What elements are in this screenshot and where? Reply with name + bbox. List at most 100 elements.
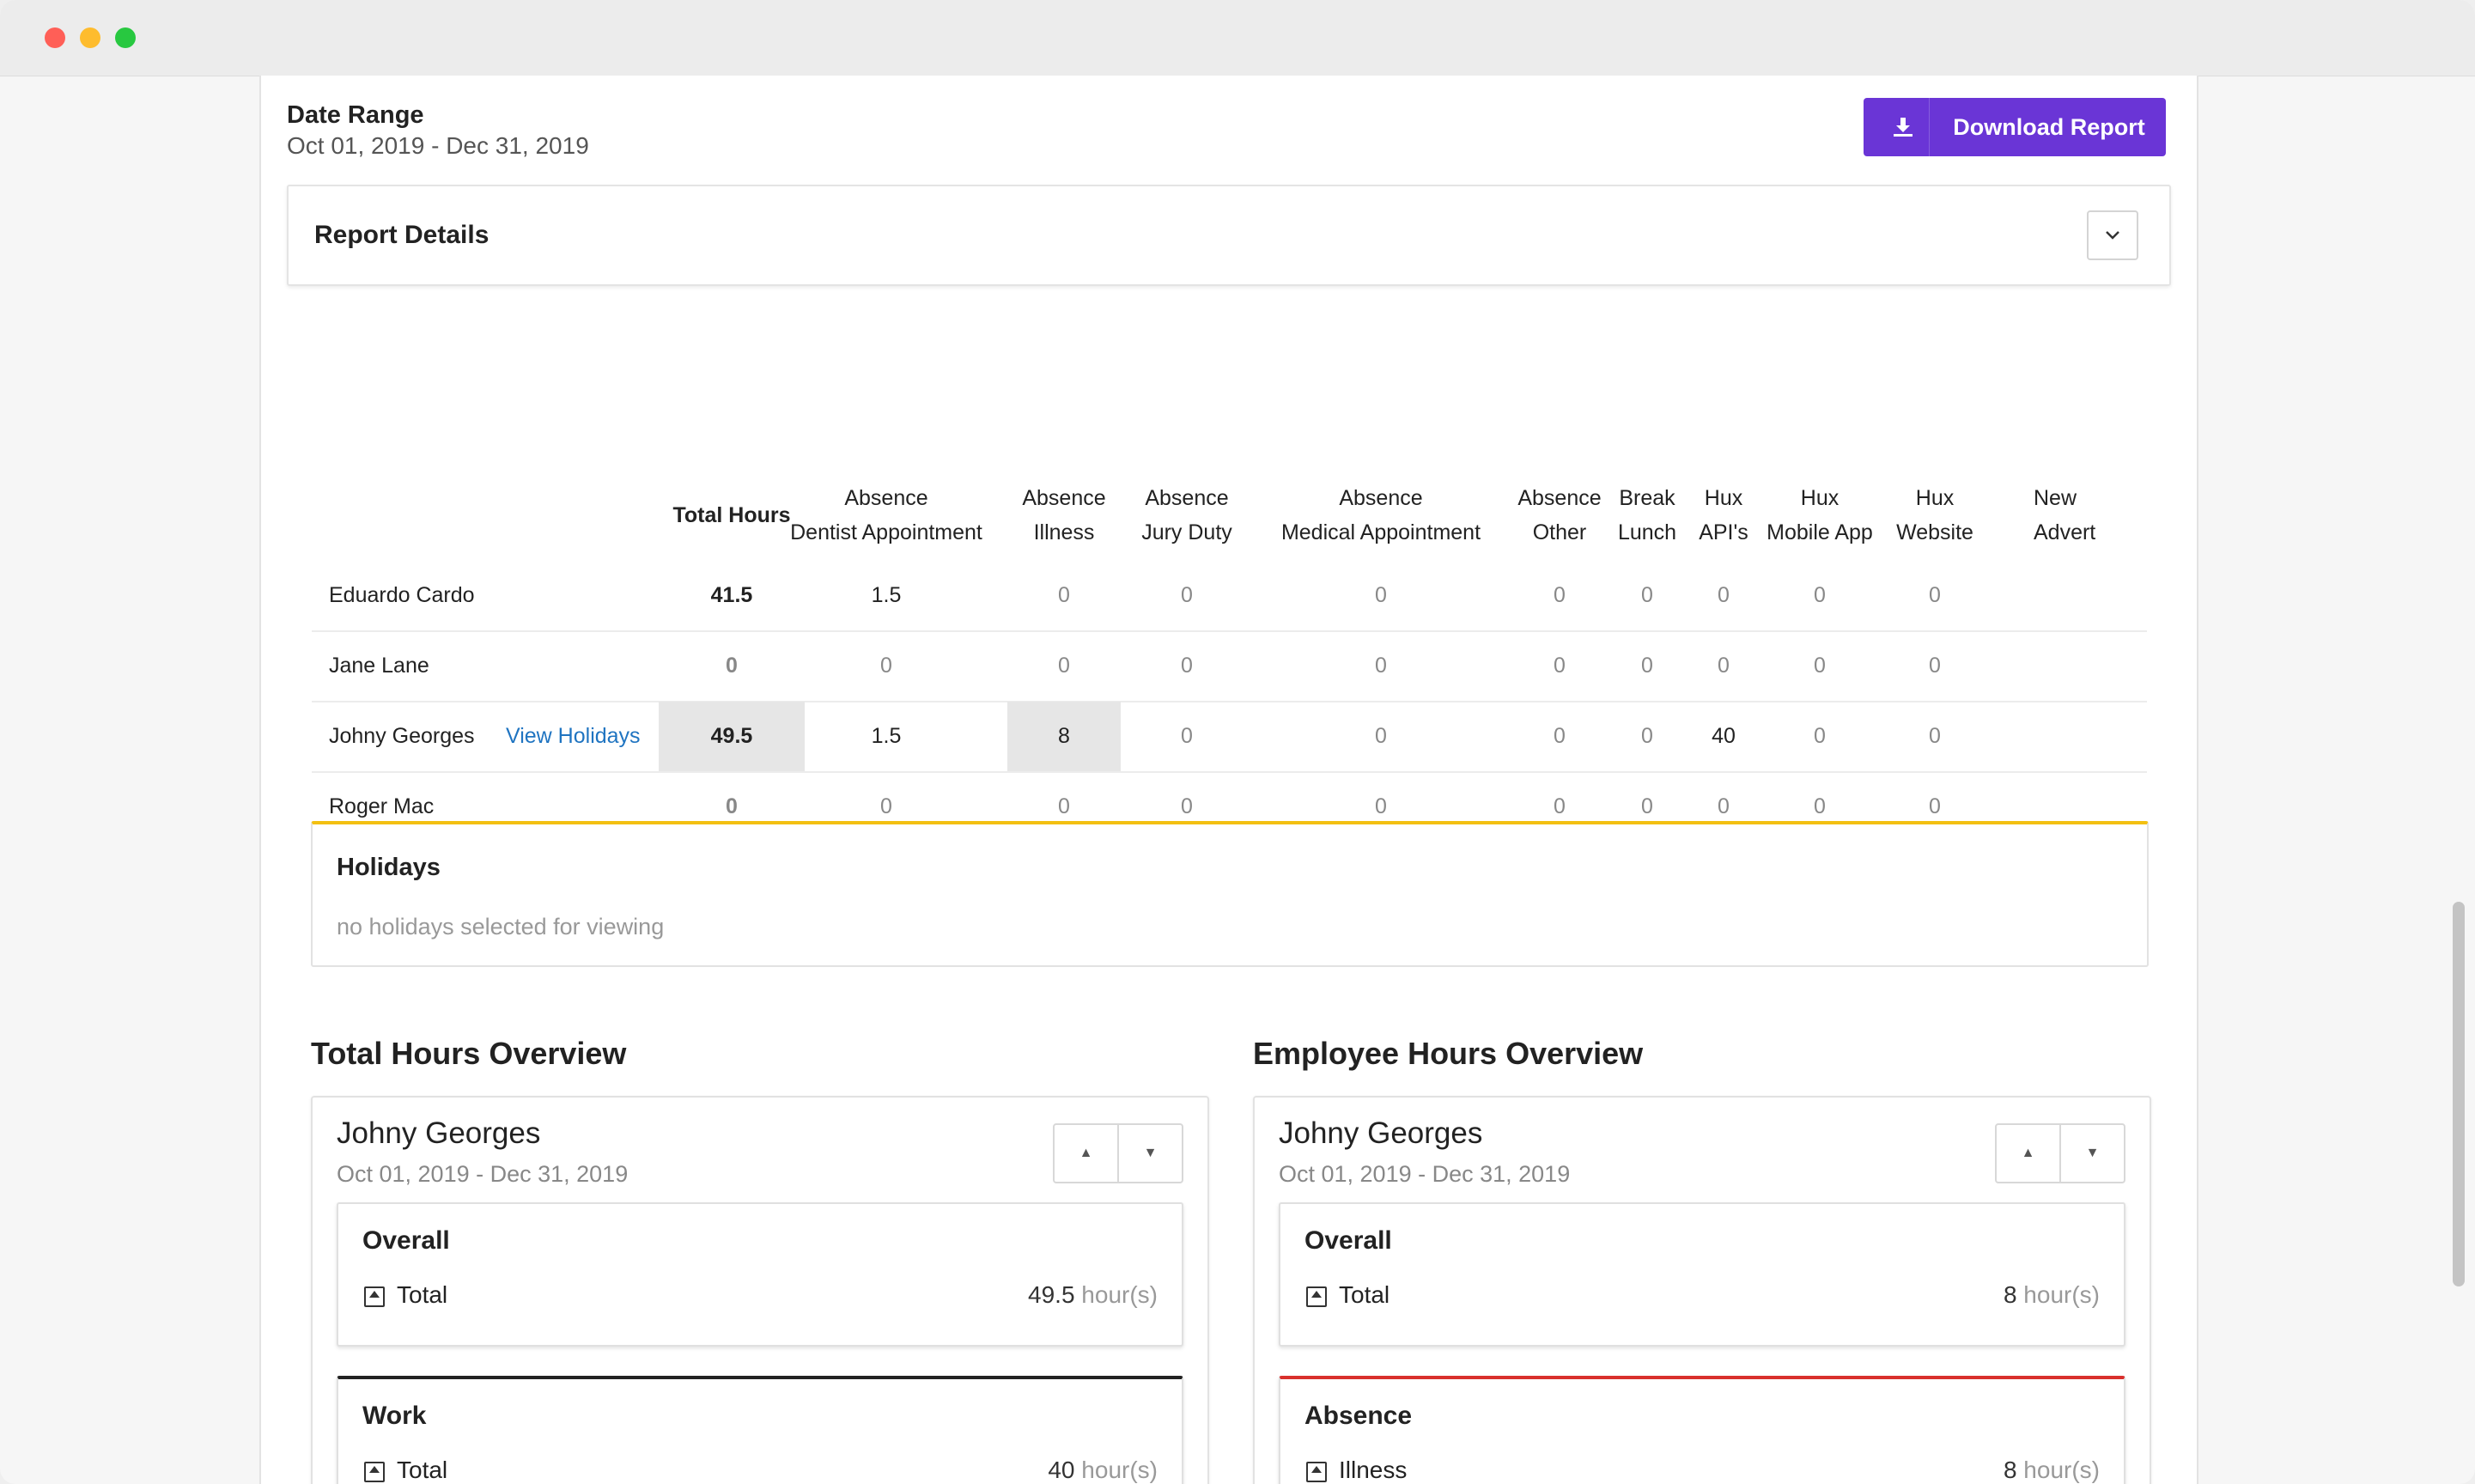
overall-value: 49.5 hour(s)	[1028, 1281, 1158, 1308]
employee-hours-overview-title: Employee Hours Overview	[1253, 1036, 1644, 1071]
previous-employee-button[interactable]: ▲	[1055, 1125, 1119, 1182]
column-header: Break Lunch	[1617, 486, 1677, 544]
date-range-value: Oct 01, 2019 - Dec 31, 2019	[287, 132, 589, 159]
collapse-icon[interactable]	[364, 1462, 385, 1482]
column-header: Absence Medical Appointment	[1280, 486, 1481, 544]
employee-hours-overview-card: Johny Georges Oct 01, 2019 - Dec 31, 201…	[1253, 1096, 2151, 1484]
overall-card: Overall Total 49.5 hour(s)	[337, 1202, 1183, 1347]
table-row[interactable]: Johny Georges View Holidays 49.5 1.5 8 0 0 0 0 40…	[312, 702, 2147, 773]
table-cell: 1.5	[871, 583, 902, 607]
caret-down-icon: ▼	[1143, 1146, 1158, 1160]
table-cell: 0	[1814, 794, 1826, 818]
table-cell: 0	[1181, 654, 1193, 678]
table-cell: 0	[1929, 794, 1941, 818]
page-scrollbar[interactable]	[2453, 902, 2465, 1286]
overview-date-range: Oct 01, 2019 - Dec 31, 2019	[337, 1161, 629, 1187]
table-cell: 0	[1814, 583, 1826, 607]
table-cell: 0	[1641, 583, 1653, 607]
holidays-empty-text: no holidays selected for viewing	[337, 914, 665, 940]
absence-title: Absence	[1304, 1402, 1413, 1430]
table-cell: 0	[1929, 583, 1941, 607]
employee-name-cell: Johny Georges	[329, 724, 475, 748]
table-cell: 0	[1181, 724, 1193, 748]
table-cell: 0	[1554, 583, 1566, 607]
work-row-label: Total	[397, 1457, 448, 1483]
sort-buttons: ▲ ▼	[1995, 1123, 2125, 1183]
sort-buttons: ▲ ▼	[1053, 1123, 1183, 1183]
collapse-icon[interactable]	[364, 1286, 385, 1307]
previous-employee-button[interactable]: ▲	[1997, 1125, 2061, 1182]
download-report-button[interactable]: Download Report	[1864, 98, 2166, 156]
column-header: Absence Dentist Appointment	[790, 486, 982, 544]
column-header: Hux API's	[1699, 486, 1748, 544]
table-cell: 0	[1641, 794, 1653, 818]
table-cell: 0	[880, 794, 892, 818]
collapse-icon[interactable]	[1306, 1286, 1327, 1307]
table-cell: 0	[726, 794, 738, 818]
table-cell: 0	[1814, 724, 1826, 748]
column-header: Total Hours	[672, 503, 791, 527]
close-window-button[interactable]	[45, 27, 65, 48]
table-cell: 0	[1554, 654, 1566, 678]
table-cell: 0	[1718, 654, 1730, 678]
report-details-title: Report Details	[314, 221, 490, 249]
caret-down-icon: ▼	[2085, 1146, 2100, 1160]
table-cell: 40	[1712, 724, 1736, 748]
caret-up-icon: ▲	[2021, 1146, 2035, 1160]
minimize-window-button[interactable]	[80, 27, 100, 48]
title-bar	[0, 0, 2475, 76]
report-details-toggle[interactable]	[2087, 210, 2138, 260]
table-row[interactable]: Jane Lane 0 0 0 0 0 0 0 0 0 0	[312, 631, 2147, 702]
column-header: Hux Website	[1896, 486, 1973, 544]
employee-name-cell: Jane Lane	[329, 654, 429, 678]
table-cell: 0	[1929, 654, 1941, 678]
table-cell: 0	[1375, 654, 1387, 678]
employee-name-cell: Roger Mac	[329, 794, 435, 818]
overall-title: Overall	[1304, 1226, 1392, 1255]
overall-card: Overall Total 8 hour(s)	[1279, 1202, 2125, 1347]
table-cell: 0	[726, 654, 738, 678]
holidays-panel: Holidays no holidays selected for viewin…	[311, 821, 2149, 967]
table-cell: 0	[1058, 654, 1070, 678]
table-row[interactable]: Eduardo Cardo 41.5 1.5 0 0 0 0 0 0 0 0	[312, 561, 2147, 632]
download-report-label: Download Report	[1953, 113, 2145, 140]
employee-name: Johny Georges	[1279, 1116, 1483, 1150]
download-icon	[1877, 98, 1930, 156]
table-cell: 41.5	[710, 583, 753, 607]
table-cell: 0	[880, 654, 892, 678]
table-cell: 0	[1375, 583, 1387, 607]
overall-row-label: Total	[397, 1281, 448, 1308]
hours-table[interactable]: Total Hours Absence Dentist Appointment Abs…	[312, 385, 2147, 874]
table-cell: 0	[1718, 794, 1730, 818]
table-cell: 0	[1929, 724, 1941, 748]
next-employee-button[interactable]: ▼	[1119, 1125, 1182, 1182]
work-title: Work	[362, 1402, 427, 1430]
collapse-icon[interactable]	[1306, 1462, 1327, 1482]
employee-name: Johny Georges	[337, 1116, 541, 1150]
date-range-label: Date Range	[287, 101, 424, 129]
absence-row-label: Illness	[1339, 1457, 1408, 1483]
employee-name-cell: Eduardo Cardo	[329, 583, 475, 607]
overall-row-label: Total	[1339, 1281, 1390, 1308]
holidays-title: Holidays	[337, 854, 441, 881]
caret-up-icon: ▲	[1079, 1146, 1093, 1160]
maximize-window-button[interactable]	[115, 27, 136, 48]
table-cell: 0	[1814, 654, 1826, 678]
next-employee-button[interactable]: ▼	[2061, 1125, 2124, 1182]
chevron-down-icon	[2106, 231, 2119, 240]
table-cell: 0	[1641, 654, 1653, 678]
view-holidays-link[interactable]: View Holidays	[506, 724, 641, 748]
table-cell: 0	[1058, 583, 1070, 607]
column-header: Absence Jury Duty	[1141, 486, 1232, 544]
table-cell: 0	[1718, 583, 1730, 607]
table-cell: 0	[1181, 583, 1193, 607]
report-page: Date Range Oct 01, 2019 - Dec 31, 2019 D…	[259, 76, 2198, 1484]
column-header: New Advert	[2034, 486, 2096, 544]
column-header: Hux Mobile App	[1767, 486, 1873, 544]
total-hours-overview-card: Johny Georges Oct 01, 2019 - Dec 31, 201…	[311, 1096, 1209, 1484]
table-cell: 49.5	[659, 702, 805, 771]
table-cell: 8	[1007, 702, 1121, 771]
column-header: Absence Illness	[1022, 486, 1106, 544]
work-card: Work Total 40 hour(s)	[337, 1376, 1183, 1484]
